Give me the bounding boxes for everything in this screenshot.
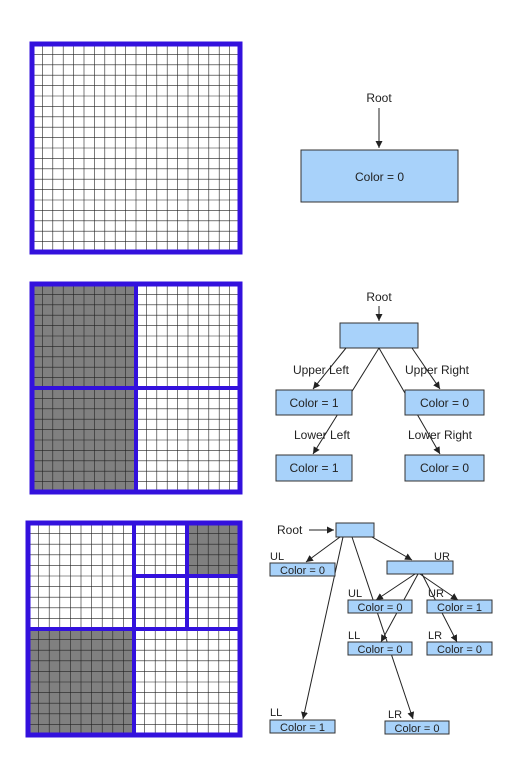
node-lower-right-label: Color = 0 xyxy=(420,461,469,475)
edge-label-sub-lr: LR xyxy=(428,630,442,642)
edge-ul xyxy=(305,536,341,563)
node-lower-right xyxy=(404,454,485,482)
node-sub-lr xyxy=(426,641,493,656)
root-node xyxy=(335,522,375,538)
tree-level-2: Root UL UR Color = 0 UL UR LL LR Color =… xyxy=(269,522,493,735)
root-node xyxy=(339,322,419,349)
node-sub-ur xyxy=(426,599,493,614)
edge-lr xyxy=(351,536,415,720)
node-ul-label: Color = 0 xyxy=(280,565,325,577)
grid-border xyxy=(29,41,243,255)
edge-label-lower-left: Lower Left xyxy=(294,428,351,442)
edge-label-lr: LR xyxy=(388,709,402,721)
edge-label-sub-ur: UR xyxy=(428,588,444,600)
edge-upper-left xyxy=(312,347,347,390)
node-lower-left xyxy=(275,454,353,482)
node-sub-ul-label: Color = 0 xyxy=(358,602,403,614)
node-sub-ll xyxy=(347,641,413,656)
grid-border xyxy=(25,520,243,738)
node-lr xyxy=(384,720,450,735)
edge-label-ul: UL xyxy=(270,551,284,563)
edge-label-sub-ul: UL xyxy=(348,588,362,600)
node-upper-left-label: Color = 1 xyxy=(289,396,338,410)
edge-upper-right xyxy=(411,347,441,390)
node-sub-ur-label: Color = 1 xyxy=(437,602,482,614)
quadtree-grid-level-0 xyxy=(29,41,243,255)
tree-level-1: Root Upper Left Upper Right Lower Left L… xyxy=(275,290,485,482)
edge-label-ur: UR xyxy=(434,551,450,563)
quadtree-grid-level-2 xyxy=(25,520,243,738)
edge-label-upper-right: Upper Right xyxy=(405,363,470,377)
node-ll-label: Color = 1 xyxy=(280,722,325,734)
grid-border xyxy=(29,281,243,495)
node-lr-label: Color = 0 xyxy=(395,723,440,735)
node-ll xyxy=(269,719,336,734)
node-sub-lr-label: Color = 0 xyxy=(437,644,482,656)
quadtree-grid-level-1 xyxy=(29,281,243,495)
tree-level-0: Root Color = 0 xyxy=(300,91,459,203)
edge-sub-ur xyxy=(419,573,459,601)
edge-ll xyxy=(301,536,344,720)
node-upper-right xyxy=(404,389,485,416)
root-node xyxy=(300,149,459,203)
filled-region xyxy=(187,523,240,576)
edge-label-lower-right: Lower Right xyxy=(408,428,473,442)
edge-sub-ul xyxy=(375,573,416,601)
root-label: Root xyxy=(366,91,392,105)
edge-label-upper-left: Upper Left xyxy=(293,363,350,377)
node-sub-ll-label: Color = 0 xyxy=(358,644,403,656)
node-ul xyxy=(269,562,336,577)
root-label: Root xyxy=(366,290,392,304)
node-upper-left xyxy=(275,389,353,416)
edge-label-sub-ll: LL xyxy=(348,630,360,642)
root-node-label: Color = 0 xyxy=(355,170,404,184)
node-upper-right-label: Color = 0 xyxy=(420,396,469,410)
node-lower-left-label: Color = 1 xyxy=(289,461,338,475)
edge-ur xyxy=(371,536,413,561)
node-sub-ul xyxy=(347,599,413,614)
edge-label-ll: LL xyxy=(270,707,282,719)
node-ur xyxy=(386,560,454,575)
root-label: Root xyxy=(277,523,303,537)
